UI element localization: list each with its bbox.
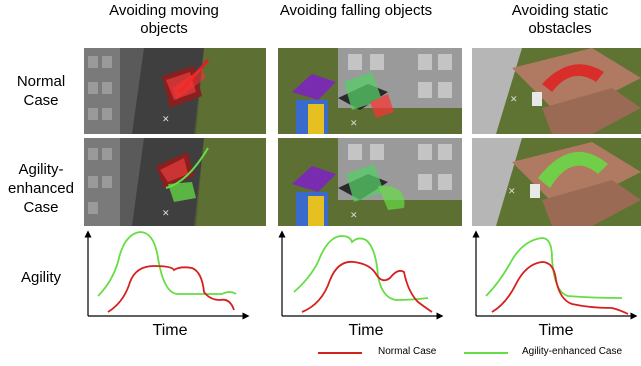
column-title-static-text: Avoiding static obstacles: [511, 2, 609, 37]
normal-curve: [107, 265, 235, 313]
svg-text:✕: ✕: [508, 187, 516, 197]
time-label-moving: Time: [130, 322, 210, 340]
svg-text:✕: ✕: [162, 115, 170, 125]
agility-plot-falling: [278, 228, 444, 320]
agility-plot-moving: [84, 228, 250, 320]
column-title-falling: Avoiding falling objects: [276, 2, 436, 20]
panel-moving-normal: ✕: [84, 48, 266, 134]
time-label-falling: Time: [326, 322, 406, 340]
row-label-normal: Normal Case: [0, 72, 82, 110]
agility-plot-static: [472, 228, 638, 320]
enhanced-curve: [293, 235, 429, 301]
svg-text:✕: ✕: [350, 211, 358, 221]
column-title-falling-text: Avoiding falling objects: [279, 2, 433, 19]
legend-normal-swatch: [318, 352, 362, 354]
row-label-normal-text: Normal Case: [16, 73, 66, 109]
panel-falling-normal: ✕: [278, 48, 462, 134]
normal-curve: [301, 260, 433, 313]
legend-enhanced-text: Agility-enhanced Case: [522, 346, 623, 357]
time-label-static: Time: [516, 322, 596, 340]
svg-text:✕: ✕: [162, 209, 170, 219]
normal-curve: [491, 261, 629, 315]
column-title-moving-text: Avoiding moving objects: [109, 2, 219, 37]
column-title-moving: Avoiding moving objects: [84, 2, 244, 38]
row-label-agility-text: Agility: [20, 269, 61, 286]
row-label-enhanced-text: Agility-enhanced Case: [8, 161, 74, 216]
enhanced-curve: [485, 237, 623, 299]
time-label-falling-text: Time: [348, 322, 384, 339]
panel-static-enhanced: ✕: [472, 138, 641, 226]
svg-text:✕: ✕: [510, 95, 518, 105]
legend-normal-label: Normal Case: [378, 346, 436, 358]
svg-text:✕: ✕: [350, 119, 358, 129]
row-label-agility: Agility: [0, 268, 82, 287]
panel-moving-enhanced: ✕: [84, 138, 266, 226]
column-title-static: Avoiding static obstacles: [480, 2, 640, 38]
time-label-moving-text: Time: [152, 322, 188, 339]
legend-enhanced-swatch: [464, 352, 508, 354]
time-label-static-text: Time: [538, 322, 574, 339]
panel-falling-enhanced: ✕: [278, 138, 462, 226]
panel-static-normal: ✕: [472, 48, 641, 134]
enhanced-curve: [97, 231, 237, 297]
legend-enhanced-label: Agility-enhanced Case: [522, 346, 622, 358]
row-label-enhanced: Agility-enhanced Case: [0, 160, 82, 217]
legend-normal-text: Normal Case: [378, 346, 437, 357]
